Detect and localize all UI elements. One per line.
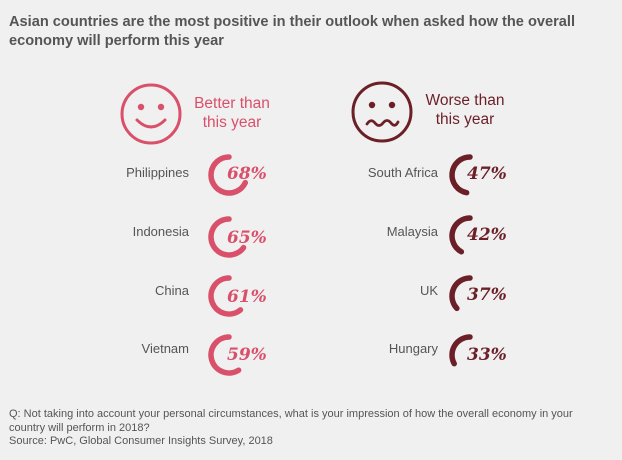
percent-label: 47% xyxy=(467,164,507,184)
country-label: Hungary xyxy=(388,341,438,356)
gauge-uk xyxy=(449,275,473,312)
percent-label: 61% xyxy=(227,287,267,307)
worse-header-line2: this year xyxy=(435,111,495,128)
worried-face-icon xyxy=(351,81,413,143)
gauge-arc xyxy=(449,215,473,255)
gauge-arc xyxy=(208,216,247,258)
country-label: UK xyxy=(419,283,438,298)
gauge-arc xyxy=(449,275,473,312)
gauge-arc xyxy=(208,154,249,196)
worse-header: Worse than this year xyxy=(415,91,515,129)
better-header: Better than this year xyxy=(184,94,280,132)
percent-label: 37% xyxy=(467,285,507,305)
gauge-indonesia xyxy=(208,216,247,258)
gauge-arc xyxy=(208,334,242,376)
percent-label: 68% xyxy=(227,164,267,184)
gauge-vietnam xyxy=(208,334,242,376)
gauge-philippines xyxy=(208,154,249,196)
gauge-arc xyxy=(449,334,473,367)
worse-header-line1: Worse than xyxy=(425,92,505,109)
gauge-arc xyxy=(449,154,473,196)
country-label: Vietnam xyxy=(141,341,189,356)
source-note: Source: PwC, Global Consumer Insights Su… xyxy=(9,435,273,447)
percent-label: 42% xyxy=(467,225,507,245)
chart-title: Asian countries are the most positive in… xyxy=(9,14,576,49)
gauge-china xyxy=(208,275,244,317)
gauge-south-africa xyxy=(449,154,473,196)
better-header-line1: Better than xyxy=(194,95,270,112)
smiley-face-icon xyxy=(120,83,182,145)
country-label: South Africa xyxy=(367,165,438,180)
country-label: Indonesia xyxy=(132,224,189,239)
country-label: China xyxy=(155,283,189,298)
percent-label: 33% xyxy=(467,345,507,365)
percent-label: 59% xyxy=(227,345,267,365)
country-label: Philippines xyxy=(126,165,189,180)
better-header-line2: this year xyxy=(202,114,262,131)
gauge-hungary xyxy=(449,334,473,367)
percent-label: 65% xyxy=(227,228,267,248)
survey-question: Q: Not taking into account your personal… xyxy=(9,408,573,434)
country-label: Malaysia xyxy=(386,224,438,239)
gauge-malaysia xyxy=(449,215,473,255)
gauge-arc xyxy=(208,275,244,317)
footnote: Q: Not taking into account your personal… xyxy=(9,408,609,449)
